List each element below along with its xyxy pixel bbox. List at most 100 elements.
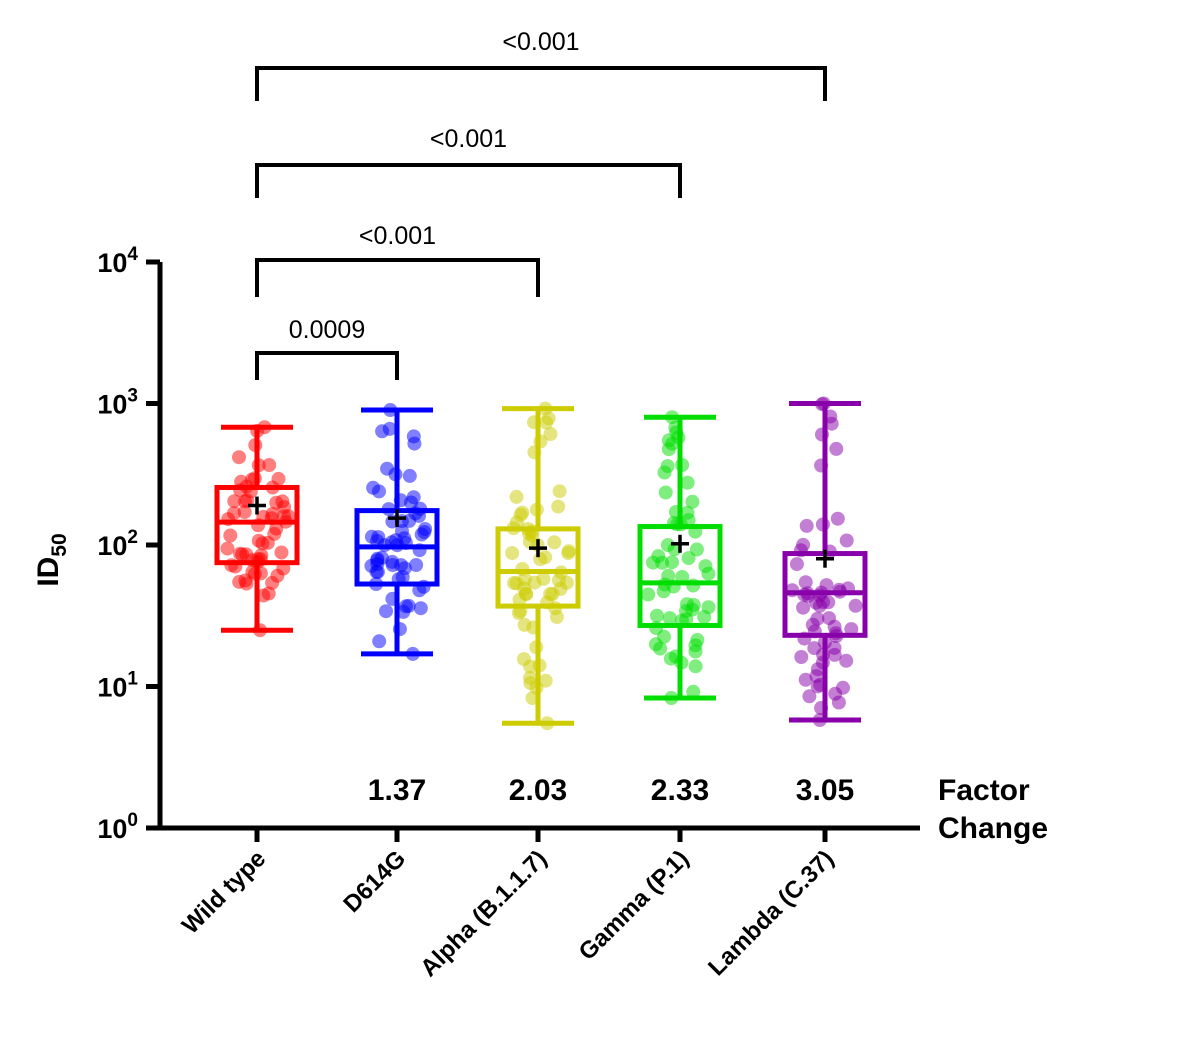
category-label: Alpha (B.1.1.7) bbox=[415, 845, 552, 982]
data-point bbox=[641, 587, 656, 602]
iqr-box bbox=[637, 524, 723, 628]
data-point bbox=[402, 468, 417, 483]
data-point bbox=[656, 584, 671, 599]
data-point bbox=[789, 557, 804, 572]
iqr-box bbox=[495, 526, 581, 609]
y-tick-exponent: 3 bbox=[127, 386, 138, 407]
data-point bbox=[372, 634, 387, 649]
y-axis-title: ID50 bbox=[32, 533, 71, 586]
data-point bbox=[519, 587, 534, 602]
data-point bbox=[648, 637, 663, 652]
y-axis-title-subscript: 50 bbox=[48, 533, 71, 556]
comparison-bracket bbox=[255, 258, 540, 297]
comparison-bracket bbox=[255, 351, 399, 380]
data-point bbox=[261, 586, 276, 601]
comparison-brackets: 0.0009 <0.001 <0.001 <0.001 bbox=[255, 28, 827, 380]
data-point bbox=[559, 575, 574, 590]
data-point bbox=[237, 505, 252, 519]
data-point bbox=[827, 647, 842, 662]
factor-change-value: 3.05 bbox=[796, 774, 854, 807]
data-point bbox=[395, 524, 409, 539]
y-tick-label: 102 bbox=[97, 527, 138, 561]
y-ticks: 100 101 102 103 104 bbox=[97, 244, 828, 844]
factor-change-label: Factor bbox=[938, 774, 1030, 807]
y-tick-label: 103 bbox=[97, 386, 138, 420]
data-point bbox=[543, 427, 558, 441]
data-point bbox=[232, 450, 246, 465]
data-point bbox=[688, 659, 703, 674]
data-point bbox=[536, 571, 551, 586]
data-point bbox=[539, 415, 554, 430]
data-point bbox=[809, 669, 824, 684]
data-point bbox=[816, 595, 830, 609]
y-tick-exponent: 1 bbox=[127, 669, 138, 690]
data-point bbox=[227, 494, 242, 509]
y-tick-exponent: 4 bbox=[127, 244, 138, 265]
data-point bbox=[509, 489, 524, 504]
data-point bbox=[665, 436, 680, 451]
data-point bbox=[802, 689, 817, 704]
data-point bbox=[561, 544, 576, 559]
y-tick-label: 100 bbox=[97, 810, 138, 844]
data-point bbox=[385, 554, 400, 569]
data-point bbox=[701, 600, 716, 615]
data-point bbox=[379, 604, 393, 619]
data-point bbox=[794, 650, 809, 664]
data-point bbox=[828, 686, 843, 701]
data-point bbox=[413, 601, 428, 616]
data-point bbox=[810, 611, 825, 626]
data-point bbox=[525, 528, 540, 543]
boxes bbox=[214, 401, 868, 726]
data-point bbox=[232, 574, 247, 589]
data-point bbox=[848, 598, 863, 613]
data-point bbox=[798, 575, 813, 590]
data-point bbox=[269, 521, 284, 536]
data-point bbox=[552, 484, 567, 499]
data-point bbox=[543, 587, 558, 601]
data-point bbox=[366, 480, 381, 495]
data-point bbox=[270, 568, 285, 583]
factor-change-value: 1.37 bbox=[368, 774, 426, 807]
data-point bbox=[662, 611, 677, 626]
p-value-label: <0.001 bbox=[359, 222, 436, 250]
factor-change-value: 2.03 bbox=[509, 774, 567, 807]
data-point bbox=[396, 604, 411, 619]
factor-change-value: 2.33 bbox=[651, 774, 709, 807]
y-tick-label: 101 bbox=[97, 669, 138, 703]
data-point bbox=[650, 608, 664, 623]
data-point bbox=[515, 505, 530, 520]
data-point bbox=[844, 622, 859, 637]
category-label: Gamma (P.1) bbox=[574, 845, 695, 966]
comparison-bracket bbox=[255, 163, 682, 198]
data-point bbox=[220, 541, 235, 556]
data-point bbox=[685, 494, 700, 509]
data-point bbox=[681, 551, 696, 566]
data-point bbox=[657, 465, 672, 480]
data-point bbox=[505, 546, 520, 560]
iqr-box bbox=[214, 484, 300, 566]
y-tick-label: 104 bbox=[97, 244, 138, 278]
data-point bbox=[369, 564, 384, 579]
data-point bbox=[796, 600, 811, 615]
data-point bbox=[277, 500, 292, 515]
data-point bbox=[409, 558, 424, 572]
data-point bbox=[511, 606, 526, 620]
category-label: Wild type bbox=[177, 845, 271, 939]
data-point bbox=[375, 424, 390, 439]
p-value-label: <0.001 bbox=[502, 28, 579, 56]
data-point bbox=[830, 511, 845, 526]
data-point bbox=[223, 528, 238, 543]
data-point bbox=[370, 553, 385, 568]
data-point bbox=[412, 583, 427, 598]
data-points bbox=[220, 396, 863, 731]
category-label: Lambda (C.37) bbox=[703, 845, 839, 981]
data-point bbox=[688, 638, 703, 653]
data-point bbox=[239, 547, 254, 562]
data-point bbox=[681, 513, 696, 528]
data-point bbox=[533, 552, 548, 567]
data-point bbox=[658, 485, 673, 500]
data-point bbox=[679, 612, 694, 627]
data-point bbox=[819, 578, 834, 593]
